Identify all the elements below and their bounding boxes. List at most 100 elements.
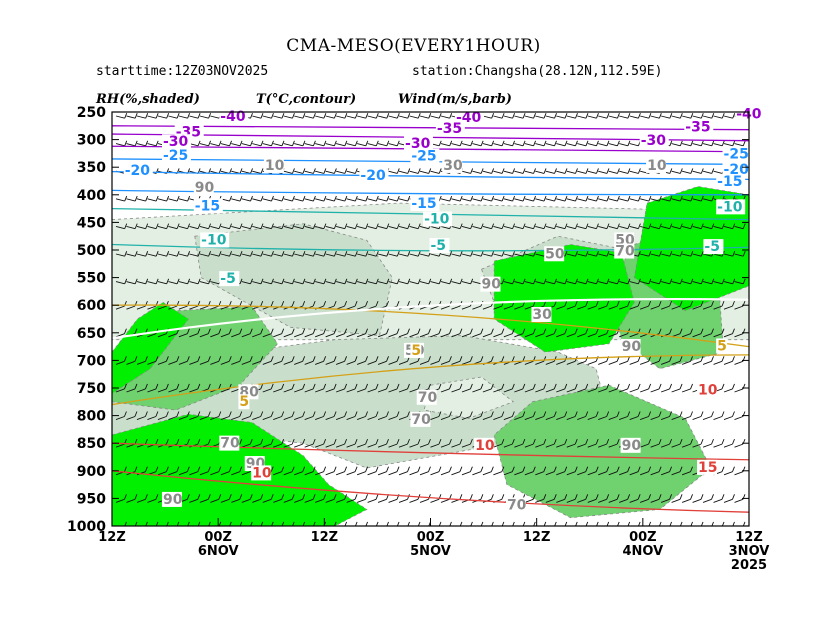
wind-barb-feather [292, 251, 295, 257]
wind-barb [692, 443, 702, 448]
wind-barb-feather [480, 140, 484, 146]
wind-barb-feather [470, 168, 474, 174]
wind-barb-feather [574, 494, 578, 500]
wind-barb [273, 416, 282, 421]
wind-barb [493, 527, 501, 530]
wind-barb [430, 253, 440, 257]
wind-barb-feather [354, 383, 358, 390]
wind-barb-feather [249, 328, 253, 334]
wind-barb-feather [438, 521, 442, 526]
wind-barb [629, 225, 639, 230]
wind-barb [262, 143, 272, 147]
wind-barb [126, 281, 136, 285]
wind-barb [629, 115, 639, 119]
wind-barb [629, 498, 639, 503]
wind-barb [577, 305, 586, 310]
wind-barb-feather [155, 278, 159, 284]
wind-barb-feather [197, 466, 201, 472]
wind-barb [608, 115, 618, 119]
wind-barb [503, 225, 513, 230]
wind-barb-feather [260, 223, 264, 229]
wind-barb [126, 198, 136, 202]
wind-barb-feather [575, 521, 578, 526]
wind-barb [294, 388, 303, 393]
wind-barb-feather [407, 466, 410, 472]
wind-barb-feather [721, 356, 725, 362]
wind-barb-feather [407, 251, 411, 257]
wind-barb-feather [596, 251, 599, 257]
wind-barb-feather [155, 140, 159, 146]
rh-label: 90 [481, 277, 501, 293]
wind-barb [629, 305, 639, 310]
wind-barb-feather [700, 195, 704, 202]
rh-label-bg [646, 157, 667, 173]
wind-barb [660, 305, 670, 310]
wind-barb-feather [176, 466, 180, 472]
wind-barb-feather [553, 438, 557, 445]
wind-barb-feather [354, 113, 358, 119]
wind-barb-feather [595, 411, 599, 417]
wind-barb-feather [281, 521, 285, 526]
wind-barb-feather [166, 113, 170, 119]
wind-barb [713, 360, 723, 365]
wind-barb [419, 333, 429, 338]
wind-barb-feather [585, 113, 589, 119]
wind-barb-feather [449, 438, 452, 445]
wind-barb [336, 115, 345, 119]
y-tick-label: 800 [77, 409, 106, 425]
wind-barb [231, 225, 241, 230]
wind-barb [241, 443, 251, 448]
wind-barb [598, 170, 608, 174]
wind-barb-feather [732, 223, 736, 229]
wind-barb [241, 360, 251, 365]
wind-barb [640, 388, 649, 393]
wind-barb-feather [281, 466, 285, 472]
start-time-label: starttime:12Z03NOV2025 [96, 64, 269, 79]
wind-barb [556, 115, 566, 119]
wind-barb [168, 471, 178, 476]
wind-barb-feather [658, 223, 662, 229]
wind-barb-feather [732, 438, 735, 445]
wind-barb-feather [533, 251, 536, 257]
wind-barb [220, 225, 230, 230]
wind-barb [640, 115, 649, 119]
wind-barb [168, 225, 178, 230]
wind-barb-feather [480, 521, 484, 526]
wind-barb [325, 253, 335, 257]
wind-barb [231, 416, 240, 421]
wind-barb [304, 143, 314, 147]
wind-barb-feather [564, 300, 568, 307]
wind-barb [503, 143, 513, 147]
wind-barb [482, 471, 492, 476]
wind-barb-feather [166, 195, 170, 202]
temperature-label: -25 [724, 146, 749, 162]
wind-barb-feather [679, 168, 683, 174]
wind-barb-feather [229, 251, 232, 257]
wind-barb [126, 253, 136, 257]
wind-barb [178, 115, 188, 119]
wind-barb-feather [543, 278, 547, 284]
wind-barb-feather [365, 113, 369, 119]
rh-region-90 [493, 244, 635, 353]
wind-barb [241, 198, 251, 202]
wind-barb-feather [375, 411, 379, 417]
wind-barb-feather [396, 140, 400, 146]
wind-barb [545, 471, 555, 476]
wind-barb [168, 281, 178, 285]
wind-barb-feather [543, 438, 547, 445]
wind-barb [566, 498, 576, 503]
wind-barb [514, 527, 522, 530]
wind-barb-feather [323, 278, 327, 284]
wind-barb-feather [239, 168, 243, 174]
wind-barb-feather [522, 140, 526, 146]
rh-region-90 [112, 301, 189, 394]
wind-barb [252, 253, 262, 257]
wind-barb-feather [292, 168, 295, 174]
wind-barb-feather [428, 494, 431, 500]
wind-barb-feather [606, 411, 610, 417]
wind-barb [388, 360, 398, 365]
wind-barb-feather [239, 300, 243, 307]
wind-barb-feather [124, 328, 127, 334]
wind-barb-feather [229, 521, 232, 526]
wind-barb-feather [564, 168, 568, 174]
